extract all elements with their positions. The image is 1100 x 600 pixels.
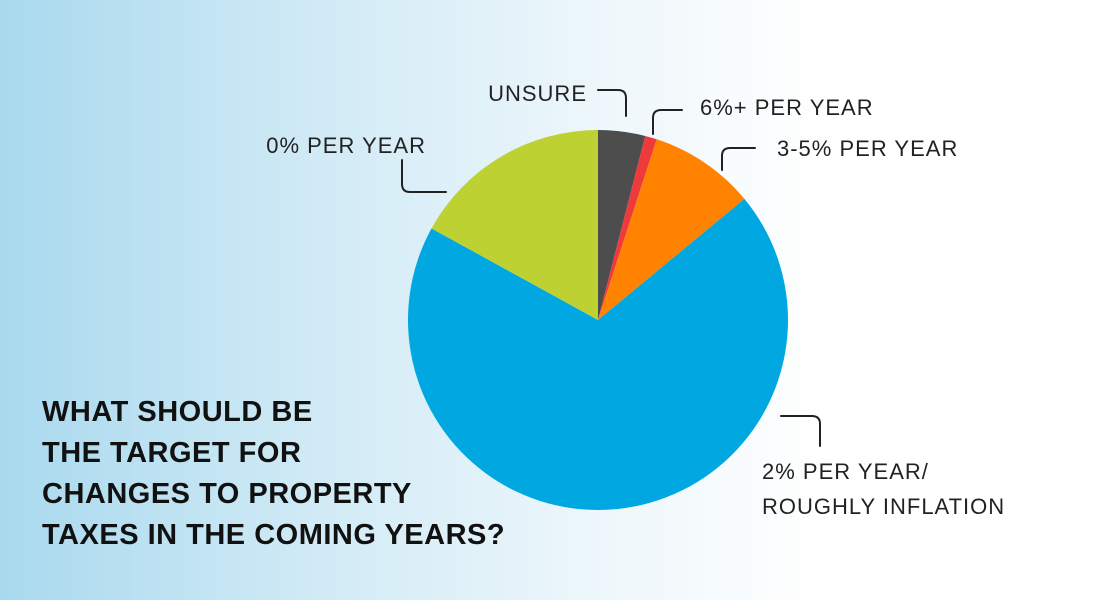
- leader-lines: [401, 89, 821, 447]
- slice-label-2-line1: 2% PER YEAR/: [762, 459, 929, 484]
- pie-slices: [408, 130, 789, 510]
- leader-3-5: [721, 147, 756, 171]
- title-line-1: WHAT SHOULD BE: [42, 396, 313, 428]
- slice-label-unsure: UNSURE: [488, 81, 587, 106]
- slice-label-6plus: 6%+ PER YEAR: [700, 95, 874, 120]
- chart-title: WHAT SHOULD BE THE TARGET FOR CHANGES TO…: [42, 392, 602, 556]
- slice-3-5: [598, 139, 745, 320]
- slice-6plus: [598, 135, 657, 320]
- title-line-4: TAXES IN THE COMING YEARS?: [42, 519, 506, 551]
- slice-0: [431, 130, 598, 320]
- title-line-2: THE TARGET FOR: [42, 437, 302, 469]
- leader-0: [401, 159, 447, 193]
- slice-label-0: 0% PER YEAR: [266, 133, 426, 158]
- slice-label-2-line2: ROUGHLY INFLATION: [762, 494, 1005, 519]
- slice-label-3-5: 3-5% PER YEAR: [777, 136, 958, 161]
- slice-2-inflation: [408, 198, 789, 510]
- leader-unsure: [597, 89, 627, 117]
- slice-label-2: 2% PER YEAR/ ROUGHLY INFLATION: [762, 459, 1005, 519]
- leader-6plus: [652, 109, 683, 135]
- leader-2-inflation: [780, 415, 821, 447]
- slice-unsure: [598, 130, 646, 320]
- title-line-3: CHANGES TO PROPERTY: [42, 478, 412, 510]
